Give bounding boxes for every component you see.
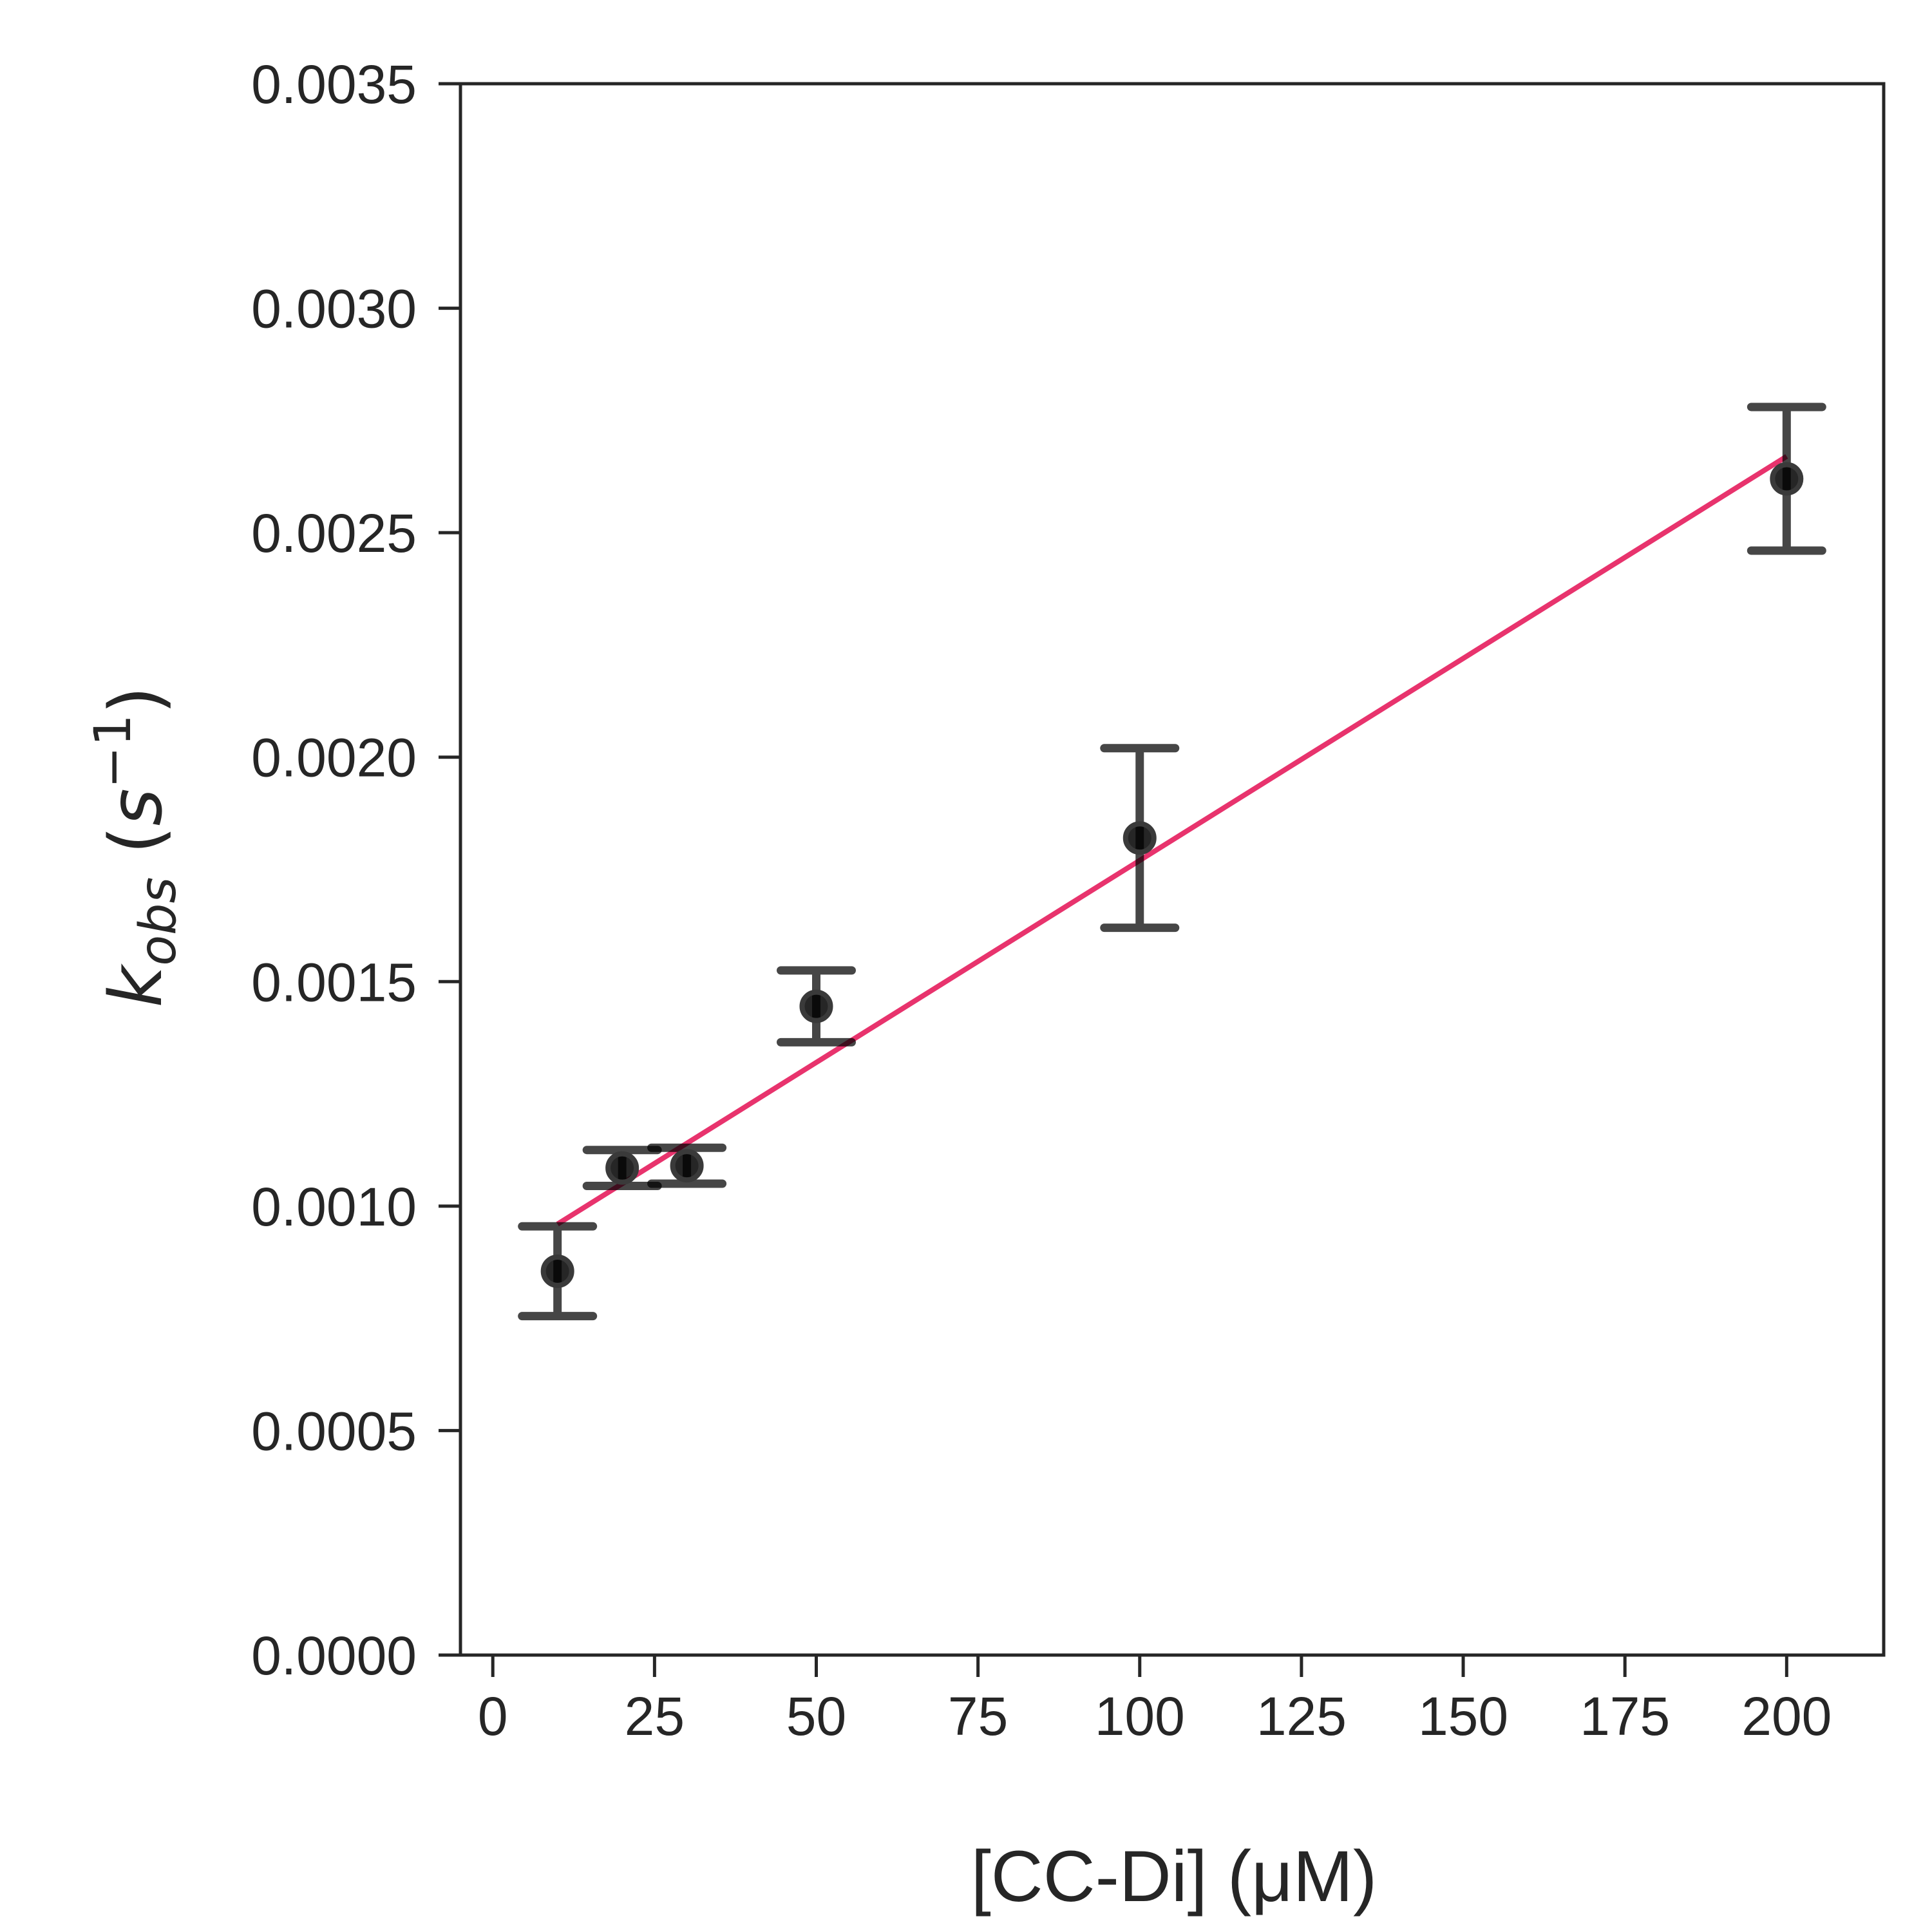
y-tick-label: 0.0015 <box>251 952 417 1012</box>
data-point <box>670 1149 704 1183</box>
y-tick-label: 0.0030 <box>251 279 417 339</box>
x-tick-label: 0 <box>478 1686 508 1747</box>
fit-line-group <box>556 454 1788 1227</box>
y-tick-label: 0.0005 <box>251 1401 417 1461</box>
data-point <box>605 1151 639 1185</box>
x-axis-ticks: 0 25 50 75 100 125 150 175 200 <box>478 1655 1832 1747</box>
data-points <box>540 462 1804 1288</box>
x-tick-label: 200 <box>1741 1686 1832 1747</box>
x-tick-label: 175 <box>1580 1686 1670 1747</box>
y-axis-label-unit: s <box>95 788 178 826</box>
data-point <box>1122 821 1157 855</box>
y-axis-label-subscript: obs <box>129 877 187 966</box>
error-bars <box>518 402 1826 1321</box>
data-point <box>540 1254 574 1288</box>
x-tick-label: 125 <box>1256 1686 1347 1747</box>
y-axis-label-symbol: k <box>95 963 178 1008</box>
y-tick-label: 0.0010 <box>251 1177 417 1237</box>
y-axis-ticks: 0.0000 0.0005 0.0010 0.0015 0.0020 0.0025 0.00… <box>251 54 460 1686</box>
y-tick-label: 0.0035 <box>251 54 417 115</box>
data-point <box>1770 462 1804 496</box>
y-tick-label: 0.0020 <box>251 728 417 788</box>
x-axis-label: [CC-Di] (μM) <box>971 1836 1378 1917</box>
y-axis-label-exponent: −1 <box>84 714 142 788</box>
fit-line <box>556 454 1788 1227</box>
y-axis-label-close: ) <box>95 686 178 714</box>
x-tick-label: 50 <box>786 1686 846 1747</box>
x-tick-label: 150 <box>1418 1686 1508 1747</box>
plot-frame <box>459 82 1886 1657</box>
y-axis-label-open: ( <box>95 826 178 877</box>
y-tick-label: 0.0000 <box>251 1625 417 1686</box>
x-tick-label: 25 <box>625 1686 685 1747</box>
x-tick-label: 100 <box>1095 1686 1185 1747</box>
data-point <box>799 989 833 1023</box>
y-tick-label: 0.0025 <box>251 503 417 564</box>
x-tick-label: 75 <box>948 1686 1008 1747</box>
y-axis-label: kobs (s−1) <box>84 686 187 1007</box>
